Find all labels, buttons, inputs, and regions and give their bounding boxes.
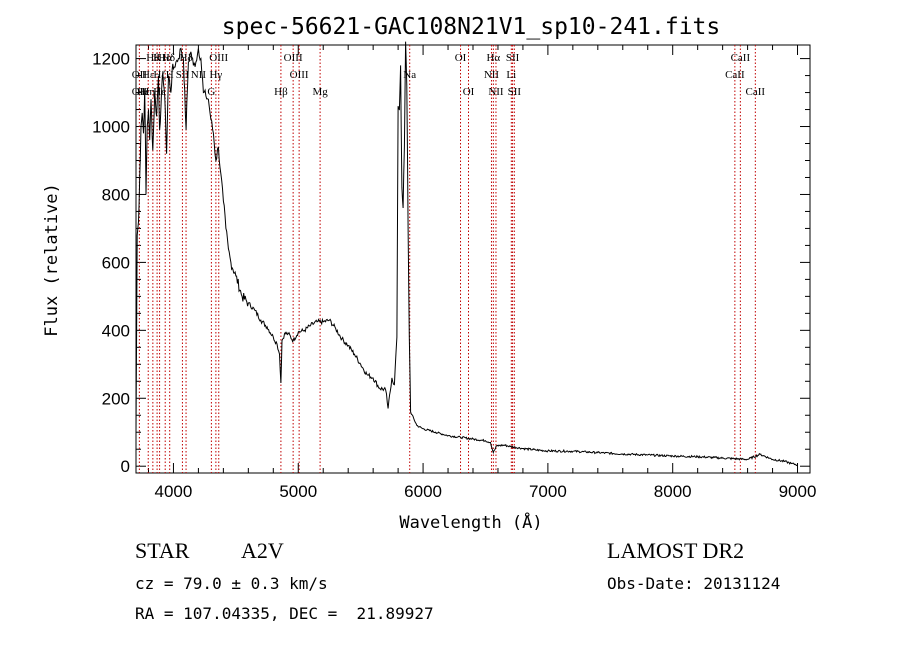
line-label: H [166,69,174,81]
x-tick-label: 5000 [279,482,317,501]
spectrum-chart: spec-56621-GAC108N21V1_sp10-241.fits 400… [42,14,817,533]
x-tick-label: 7000 [529,482,567,501]
sky-coordinates: RA = 107.04335, DEC = 21.89927 [135,604,434,623]
line-label: Hε [142,69,155,81]
line-label: Hα [158,52,172,64]
line-label: NII [484,69,500,81]
line-label: CaII [731,52,751,64]
line-label: Hγ [209,69,222,81]
y-tick-label: 800 [102,185,130,204]
y-tick-label: 0 [121,457,130,476]
line-label: K [153,52,161,64]
line-label: Hθ [146,52,159,64]
line-label: G [207,86,215,98]
line-label: NII [191,69,207,81]
x-tick-label: 8000 [654,482,692,501]
line-label: NII [488,86,504,98]
line-label: OII [132,69,148,81]
line-label: OIII [290,69,309,81]
object-class: STAR [135,538,190,563]
line-label: Hζ [153,69,166,81]
y-axis-label: Flux (relative) [42,183,62,337]
object-subclass: A2V [241,538,284,563]
line-label: CaII [746,86,766,98]
line-label: Hδ [162,52,175,64]
survey-name: LAMOST DR2 [607,538,745,563]
line-label: Hβ [274,86,288,98]
y-tick-label: 1200 [92,50,130,69]
y-tick-label: 400 [102,321,130,340]
line-label: SII [176,69,190,81]
plot-frame [135,44,811,474]
line-label: OI [455,52,467,64]
line-label: Mg [312,86,328,98]
line-label: CaII [725,69,745,81]
line-label: OIII [209,52,228,64]
plot-axes: 4000 5000 6000 7000 8000 9000 0 200 400 600 800 100… [92,44,817,501]
line-label: OI [463,86,475,98]
observation-date: Obs-Date: 20131124 [607,574,781,593]
x-tick-label: 9000 [779,482,817,501]
line-label: OIII [284,52,303,64]
line-label: SII [506,52,520,64]
y-tick-label: 600 [102,253,130,272]
x-axis-label: Wavelength (Å) [399,511,542,533]
spectrum-line [135,41,798,467]
y-tick-label: 200 [102,389,130,408]
line-label: Li [506,69,516,81]
chart-title: spec-56621-GAC108N21V1_sp10-241.fits [222,14,721,40]
line-label: Hε [153,86,166,98]
x-tick-label: 6000 [404,482,442,501]
spectrum-series [135,41,798,467]
line-label: Hε [137,86,150,98]
line-label: Hα [486,52,500,64]
redshift-value: cz = 79.0 ± 0.3 km/s [135,574,328,593]
y-tick-label: 1000 [92,118,130,137]
line-label: SII [508,86,522,98]
x-tick-label: 4000 [155,482,193,501]
line-label: OII [132,86,148,98]
